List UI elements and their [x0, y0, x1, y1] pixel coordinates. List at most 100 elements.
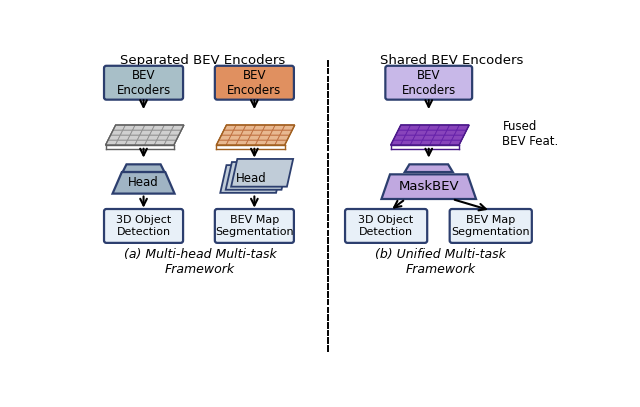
- Polygon shape: [138, 135, 150, 140]
- Polygon shape: [394, 135, 406, 140]
- Polygon shape: [246, 140, 258, 145]
- Polygon shape: [391, 125, 469, 145]
- Polygon shape: [220, 165, 282, 193]
- Polygon shape: [219, 135, 231, 140]
- Polygon shape: [253, 125, 266, 130]
- Polygon shape: [226, 140, 239, 145]
- Polygon shape: [418, 125, 430, 130]
- Polygon shape: [415, 130, 428, 135]
- Polygon shape: [404, 164, 452, 172]
- Polygon shape: [452, 135, 464, 140]
- Text: BEV
Encoders: BEV Encoders: [116, 69, 171, 97]
- Polygon shape: [263, 125, 275, 130]
- Polygon shape: [130, 130, 142, 135]
- Polygon shape: [147, 135, 159, 140]
- Text: BEV
Encoders: BEV Encoders: [402, 69, 456, 97]
- Polygon shape: [106, 125, 184, 145]
- Text: 3D Object
Detection: 3D Object Detection: [358, 215, 413, 237]
- Polygon shape: [445, 130, 457, 135]
- Polygon shape: [231, 159, 293, 187]
- Polygon shape: [273, 125, 285, 130]
- Text: Shared BEV Encoders: Shared BEV Encoders: [380, 54, 524, 67]
- Polygon shape: [145, 140, 157, 145]
- Polygon shape: [275, 140, 287, 145]
- Polygon shape: [282, 125, 294, 130]
- Polygon shape: [234, 125, 246, 130]
- Text: Fused
BEV Feat.: Fused BEV Feat.: [502, 120, 559, 148]
- Polygon shape: [157, 135, 169, 140]
- Polygon shape: [258, 135, 270, 140]
- Polygon shape: [113, 125, 125, 130]
- Polygon shape: [420, 140, 432, 145]
- FancyBboxPatch shape: [215, 209, 294, 243]
- Polygon shape: [280, 130, 292, 135]
- Polygon shape: [428, 125, 440, 130]
- Text: 3D Object
Detection: 3D Object Detection: [116, 215, 171, 237]
- Polygon shape: [111, 130, 123, 135]
- Text: BEV Map
Segmentation: BEV Map Segmentation: [215, 215, 294, 237]
- Polygon shape: [108, 135, 120, 140]
- Polygon shape: [226, 162, 288, 190]
- Polygon shape: [408, 125, 420, 130]
- Polygon shape: [447, 125, 460, 130]
- Polygon shape: [221, 130, 234, 135]
- FancyBboxPatch shape: [104, 209, 183, 243]
- Polygon shape: [396, 130, 408, 135]
- Polygon shape: [118, 135, 130, 140]
- Polygon shape: [422, 135, 435, 140]
- Polygon shape: [241, 130, 253, 135]
- Polygon shape: [437, 125, 449, 130]
- Polygon shape: [457, 125, 469, 130]
- Polygon shape: [123, 164, 164, 172]
- Text: Separated BEV Encoders: Separated BEV Encoders: [120, 54, 285, 67]
- Polygon shape: [403, 135, 415, 140]
- Polygon shape: [216, 140, 228, 145]
- Polygon shape: [106, 140, 118, 145]
- Polygon shape: [140, 130, 152, 135]
- Polygon shape: [243, 125, 256, 130]
- Text: (b) Unified Multi-task
Framework: (b) Unified Multi-task Framework: [375, 248, 506, 276]
- Polygon shape: [169, 130, 181, 135]
- Polygon shape: [154, 140, 166, 145]
- Polygon shape: [449, 140, 461, 145]
- FancyBboxPatch shape: [345, 209, 428, 243]
- Polygon shape: [429, 140, 442, 145]
- Polygon shape: [401, 140, 413, 145]
- Polygon shape: [381, 174, 476, 199]
- Polygon shape: [454, 130, 467, 135]
- Text: BEV Map
Segmentation: BEV Map Segmentation: [451, 215, 530, 237]
- Polygon shape: [228, 135, 241, 140]
- Polygon shape: [413, 135, 425, 140]
- Polygon shape: [248, 135, 260, 140]
- Polygon shape: [270, 130, 282, 135]
- Polygon shape: [113, 172, 175, 194]
- Polygon shape: [127, 135, 140, 140]
- Text: (a) Multi-head Multi-task
Framework: (a) Multi-head Multi-task Framework: [124, 248, 276, 276]
- Polygon shape: [123, 125, 135, 130]
- Polygon shape: [162, 125, 174, 130]
- Polygon shape: [159, 130, 172, 135]
- Polygon shape: [239, 135, 251, 140]
- Polygon shape: [268, 135, 280, 140]
- Polygon shape: [425, 130, 437, 135]
- Polygon shape: [224, 125, 236, 130]
- Polygon shape: [251, 130, 263, 135]
- Polygon shape: [265, 140, 277, 145]
- FancyBboxPatch shape: [450, 209, 532, 243]
- Text: Head: Head: [236, 173, 267, 186]
- Polygon shape: [152, 125, 164, 130]
- Polygon shape: [277, 135, 290, 140]
- Polygon shape: [216, 125, 294, 145]
- Polygon shape: [120, 130, 132, 135]
- Polygon shape: [166, 135, 179, 140]
- Polygon shape: [150, 130, 162, 135]
- Polygon shape: [115, 140, 127, 145]
- Text: BEV
Encoders: BEV Encoders: [227, 69, 282, 97]
- Polygon shape: [435, 130, 447, 135]
- Polygon shape: [432, 135, 445, 140]
- FancyBboxPatch shape: [215, 66, 294, 100]
- Polygon shape: [391, 140, 403, 145]
- FancyBboxPatch shape: [104, 66, 183, 100]
- Polygon shape: [142, 125, 155, 130]
- Polygon shape: [406, 130, 418, 135]
